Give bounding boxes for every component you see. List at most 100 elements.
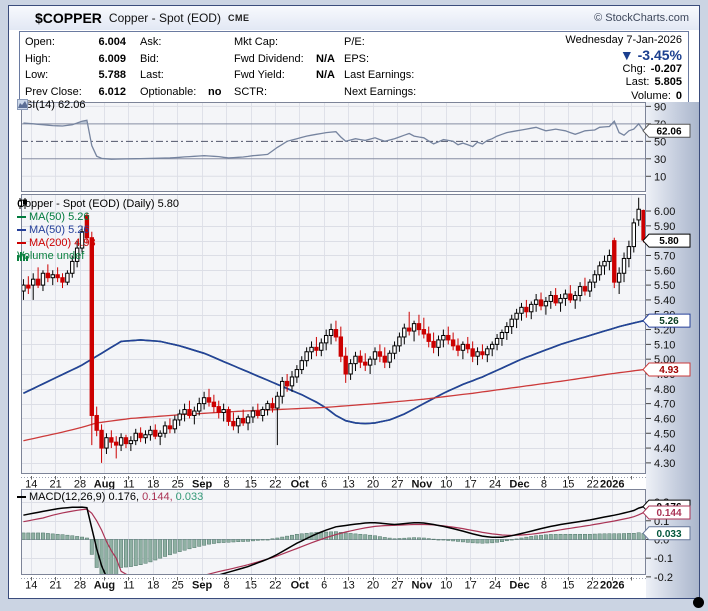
macd-hist-value: 0.033 xyxy=(175,490,204,503)
quote-label: Bid: xyxy=(140,52,159,65)
quote-row: Prev Close: 6.012 xyxy=(25,84,126,101)
quote-label: Low: xyxy=(25,69,49,81)
svg-text:15: 15 xyxy=(245,580,257,592)
quote-label: Fwd Yield: xyxy=(234,69,285,81)
macd-label: MACD(12,26,9) 0.176, xyxy=(29,490,140,503)
svg-text:25: 25 xyxy=(172,580,184,592)
instrument-name: Copper - Spot (EOD) xyxy=(108,11,221,25)
quote-change-rows: Chg: -0.207 Last: 5.805 Volume: 0 xyxy=(565,63,682,103)
quote-column-ohlc: Open: 6.004 High: 6.009 Low: 5.788 Prev Close:… xyxy=(25,34,126,100)
exchange: CME xyxy=(227,13,250,23)
volume-label: Volume undef xyxy=(17,249,85,262)
svg-text:Nov: Nov xyxy=(411,580,433,592)
svg-text:Sep: Sep xyxy=(192,580,212,592)
svg-text:21: 21 xyxy=(49,479,61,491)
ma50-green-swatch xyxy=(17,215,26,218)
svg-text:18: 18 xyxy=(147,580,159,592)
svg-text:5.10: 5.10 xyxy=(654,339,675,351)
svg-text:25: 25 xyxy=(172,479,184,491)
svg-text:4.93: 4.93 xyxy=(659,365,679,376)
svg-text:6: 6 xyxy=(321,580,327,592)
quote-value: 6.004 xyxy=(98,36,126,48)
svg-text:5.70: 5.70 xyxy=(654,250,675,262)
svg-text:5.40: 5.40 xyxy=(654,295,675,307)
quote-label: High: xyxy=(25,52,51,65)
svg-text:14: 14 xyxy=(25,580,37,592)
quote-label: EPS: xyxy=(344,52,370,65)
ma200-swatch xyxy=(17,241,26,244)
svg-text:20: 20 xyxy=(367,479,379,491)
svg-text:4.70: 4.70 xyxy=(654,399,675,411)
quote-value: N/A xyxy=(316,69,335,81)
quote-row: Bid: xyxy=(140,51,221,68)
svg-text:90: 90 xyxy=(654,101,666,113)
svg-text:22: 22 xyxy=(587,580,599,592)
svg-text:11: 11 xyxy=(123,580,134,592)
svg-text:22: 22 xyxy=(269,479,281,491)
rsi-panel: 907050301062.06 xyxy=(21,101,691,192)
svg-text:28: 28 xyxy=(74,580,86,592)
svg-text:4.40: 4.40 xyxy=(654,443,675,455)
svg-text:0.033: 0.033 xyxy=(656,529,681,540)
svg-text:5.26: 5.26 xyxy=(659,316,679,327)
quote-row: Last: xyxy=(140,67,221,84)
svg-text:8: 8 xyxy=(541,580,547,592)
svg-text:15: 15 xyxy=(562,479,574,491)
macd-legend: MACD(12,26,9) 0.176, 0.144, 0.033 xyxy=(17,490,203,503)
quote-column-bidask: Ask: Bid: Last: Optionable: no xyxy=(140,34,221,100)
quote-label: Open: xyxy=(25,36,55,48)
svg-text:6.00: 6.00 xyxy=(654,206,675,218)
svg-text:Aug: Aug xyxy=(94,479,115,491)
rsi-label: RSI(14) 62.06 xyxy=(17,98,86,111)
quote-change-row: Chg: -0.207 xyxy=(622,63,682,75)
quote-value: 5.788 xyxy=(98,69,126,81)
svg-text:Sep: Sep xyxy=(192,479,212,491)
quote-label: Last: xyxy=(140,69,164,81)
quote-row: Fwd Dividend: N/A xyxy=(234,51,335,68)
quote-value: no xyxy=(208,85,222,98)
svg-text:27: 27 xyxy=(391,479,403,491)
svg-text:4.80: 4.80 xyxy=(654,384,675,396)
svg-text:Nov: Nov xyxy=(411,479,433,491)
quote-row: Next Earnings: xyxy=(344,84,436,101)
svg-text:Oct: Oct xyxy=(291,479,310,491)
candlestick-icon xyxy=(18,198,27,209)
svg-text:18: 18 xyxy=(147,479,159,491)
ma200-label: MA(200) 4.93 xyxy=(29,236,96,249)
quote-row: SCTR: xyxy=(234,84,335,101)
quote-label: P/E: xyxy=(344,36,365,48)
svg-text:62.06: 62.06 xyxy=(656,126,681,137)
quote-row: Last Earnings: xyxy=(344,67,436,84)
price-legend: Copper - Spot (EOD) (Daily) 5.80 MA(50) … xyxy=(17,197,179,262)
date-axis-lower: 14 21 28 Aug 11 18 25 Sep 8 15 22 Oct 6 13 20 27 Nov 10 17… xyxy=(21,577,646,592)
quote-summary-panel: Open: 6.004 High: 6.009 Low: 5.788 Prev Close:… xyxy=(19,31,689,103)
svg-text:8: 8 xyxy=(223,479,229,491)
quote-label: SCTR: xyxy=(234,85,267,98)
quote-label: Fwd Dividend: xyxy=(234,52,304,65)
svg-text:24: 24 xyxy=(489,479,501,491)
quote-row: Open: 6.004 xyxy=(25,34,126,51)
svg-text:Oct: Oct xyxy=(291,580,310,592)
price-panel: 6.005.905.805.705.605.505.405.305.205.10… xyxy=(21,194,691,474)
quote-row: Fwd Yield: N/A xyxy=(234,67,335,84)
volume-bars-icon xyxy=(17,251,28,261)
svg-text:28: 28 xyxy=(74,479,86,491)
svg-text:Aug: Aug xyxy=(94,580,115,592)
svg-text:15: 15 xyxy=(245,479,257,491)
svg-text:14: 14 xyxy=(25,479,37,491)
svg-text:22: 22 xyxy=(269,580,281,592)
svg-text:Dec: Dec xyxy=(509,479,529,491)
quote-row: Ask: xyxy=(140,34,221,51)
quote-date: Wednesday 7-Jan-2026 xyxy=(565,34,682,46)
ma50-blue-swatch xyxy=(17,228,26,231)
quote-change-block: Wednesday 7-Jan-2026 ▼ -3.45% Chg: -0.207… xyxy=(565,34,682,103)
quote-label: Next Earnings: xyxy=(344,85,417,98)
svg-text:5.50: 5.50 xyxy=(654,280,675,292)
svg-text:10: 10 xyxy=(440,479,452,491)
svg-text:-0.1: -0.1 xyxy=(654,553,673,565)
quote-label: Last Earnings: xyxy=(344,69,415,81)
chart-frame: $COPPER Copper - Spot (EOD) CME © StockC… xyxy=(8,5,700,599)
svg-text:2026: 2026 xyxy=(600,580,624,592)
quote-row: Optionable: no xyxy=(140,84,221,101)
